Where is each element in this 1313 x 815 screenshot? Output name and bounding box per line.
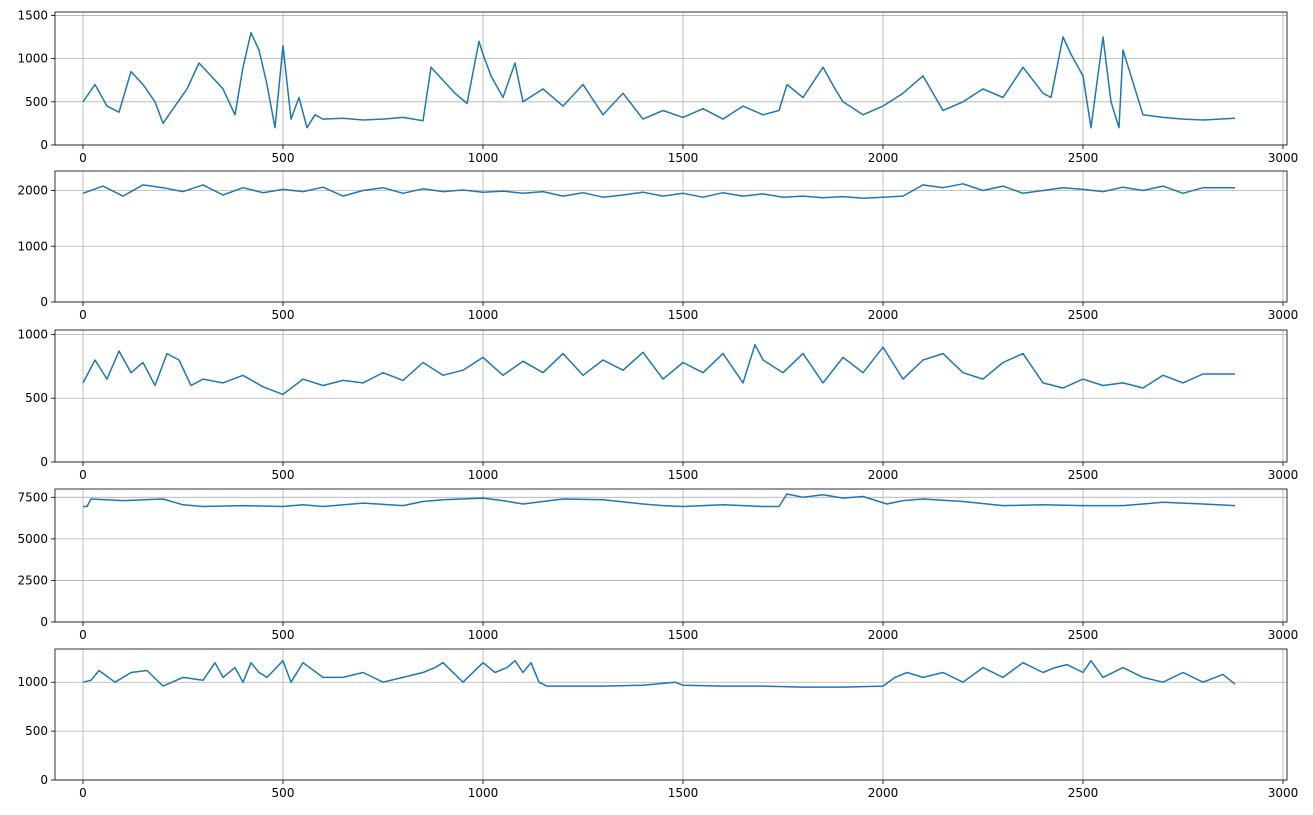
y-tick-label: 1000 <box>17 327 48 341</box>
y-tick-label: 1500 <box>17 8 48 22</box>
subplot-2: 0 500 1000 1500 2000 2500 3000 0 1000 2000 <box>17 170 1299 322</box>
x-tick-label: 2500 <box>1068 628 1099 642</box>
x-tick-label: 3000 <box>1268 468 1299 482</box>
y-tick-label: 5000 <box>17 532 48 546</box>
x-tick-label: 0 <box>79 628 87 642</box>
x-tick-label: 1000 <box>468 628 499 642</box>
x-tick-label: 2500 <box>1068 151 1099 165</box>
x-tick-label: 500 <box>272 786 295 800</box>
axes-frame <box>54 170 1288 303</box>
x-tick-label: 1000 <box>468 151 499 165</box>
y-tick-label: 1000 <box>17 675 48 689</box>
x-tick-label: 2000 <box>868 308 899 322</box>
x-tick-label: 2500 <box>1068 468 1099 482</box>
x-tick-label: 2000 <box>868 468 899 482</box>
y-tick-label: 0 <box>40 295 48 309</box>
x-tick-label: 1000 <box>468 786 499 800</box>
subplot-5: 0 500 1000 1500 2000 2500 3000 0 500 1000 <box>17 648 1299 800</box>
x-tick-label: 500 <box>272 151 295 165</box>
x-tick-label: 3000 <box>1268 786 1299 800</box>
y-tick-label: 0 <box>40 455 48 469</box>
y-tick-label: 0 <box>40 773 48 787</box>
x-tick-label: 1500 <box>668 151 699 165</box>
series-line <box>82 31 1236 129</box>
axes-frame <box>54 488 1288 623</box>
x-tick-label: 2500 <box>1068 786 1099 800</box>
x-tick-label: 1500 <box>668 786 699 800</box>
axes-frame <box>54 329 1288 463</box>
y-tick-label: 500 <box>25 95 48 109</box>
x-tick-label: 1500 <box>668 308 699 322</box>
x-tick-label: 2000 <box>868 786 899 800</box>
x-tick-label: 2000 <box>868 628 899 642</box>
x-tick-label: 500 <box>272 468 295 482</box>
x-tick-label: 3000 <box>1268 308 1299 322</box>
y-tick-label: 500 <box>25 724 48 738</box>
x-tick-label: 1000 <box>468 308 499 322</box>
x-tick-label: 1500 <box>668 468 699 482</box>
series-line <box>83 493 1236 508</box>
subplot-3: 0 500 1000 1500 2000 2500 3000 0 500 1000 <box>17 327 1298 482</box>
x-tick-label: 500 <box>272 628 295 642</box>
y-tick-label: 1000 <box>17 239 48 253</box>
x-tick-label: 0 <box>79 151 87 165</box>
subplot-4: 0 500 1000 1500 2000 2500 3000 0 2500 5000 7500 <box>17 488 1299 642</box>
x-tick-label: 0 <box>79 308 87 322</box>
series-line <box>82 659 1236 688</box>
x-tick-label: 2500 <box>1068 308 1099 322</box>
x-tick-label: 2000 <box>868 151 899 165</box>
x-tick-label: 0 <box>79 468 87 482</box>
y-tick-label: 2000 <box>17 184 48 198</box>
y-tick-label: 0 <box>40 615 48 629</box>
y-tick-label: 2500 <box>17 573 48 587</box>
x-tick-label: 1500 <box>668 628 699 642</box>
axes-frame <box>54 648 1288 781</box>
series-line <box>82 183 1235 200</box>
x-tick-label: 0 <box>79 786 87 800</box>
series-line <box>82 343 1235 396</box>
axes-frame <box>54 11 1288 146</box>
x-tick-label: 1000 <box>468 468 499 482</box>
y-tick-label: 7500 <box>17 490 48 504</box>
y-tick-label: 0 <box>40 138 48 152</box>
subplot-1: 0 500 1000 1500 2000 2500 3000 0 500 1000 1500 <box>17 8 1298 165</box>
y-tick-label: 500 <box>25 391 48 405</box>
y-tick-label: 1000 <box>17 52 48 66</box>
x-tick-label: 3000 <box>1268 628 1299 642</box>
x-tick-label: 3000 <box>1268 151 1299 165</box>
x-tick-label: 500 <box>272 308 295 322</box>
